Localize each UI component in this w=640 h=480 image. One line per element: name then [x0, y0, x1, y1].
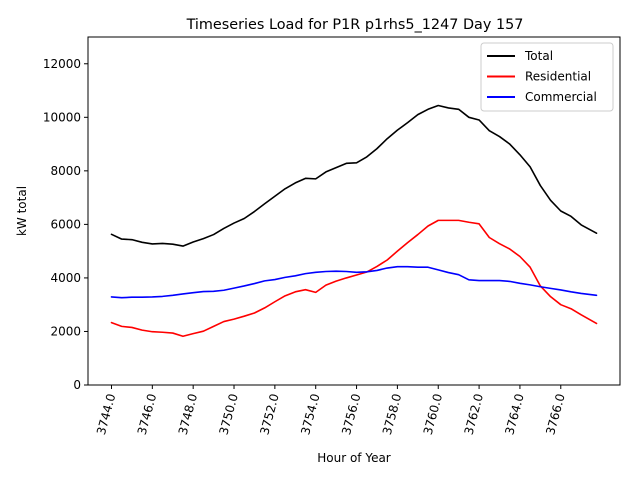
- series-line-residential: [110, 219, 598, 338]
- y-tick-label: 10000: [43, 110, 81, 124]
- y-tick-label: 6000: [50, 217, 81, 231]
- y-axis: 0 2000 4000 6000 8000 10000 12000: [43, 57, 88, 392]
- legend-label-residential: Residential: [525, 70, 591, 84]
- x-axis-title: Hour of Year: [317, 451, 391, 465]
- y-tick-label: 2000: [50, 324, 81, 338]
- y-tick-label: 8000: [50, 164, 81, 178]
- y-axis-title: kW total: [15, 186, 29, 236]
- legend-box: [480, 42, 614, 112]
- chart-title: Timeseries Load for P1R p1rhs5_1247 Day …: [186, 17, 524, 33]
- legend: Total Residential Commercial: [480, 42, 614, 112]
- plot-area: [110, 104, 598, 338]
- y-tick-label: 0: [73, 378, 81, 392]
- y-tick-label: 4000: [50, 271, 81, 285]
- axes-frame: [87, 36, 621, 386]
- series-line-total: [110, 104, 598, 247]
- series-line-commercial: [110, 265, 598, 299]
- legend-label-total: Total: [524, 49, 553, 63]
- legend-label-commercial: Commercial: [525, 90, 597, 104]
- y-tick-label: 12000: [43, 57, 81, 71]
